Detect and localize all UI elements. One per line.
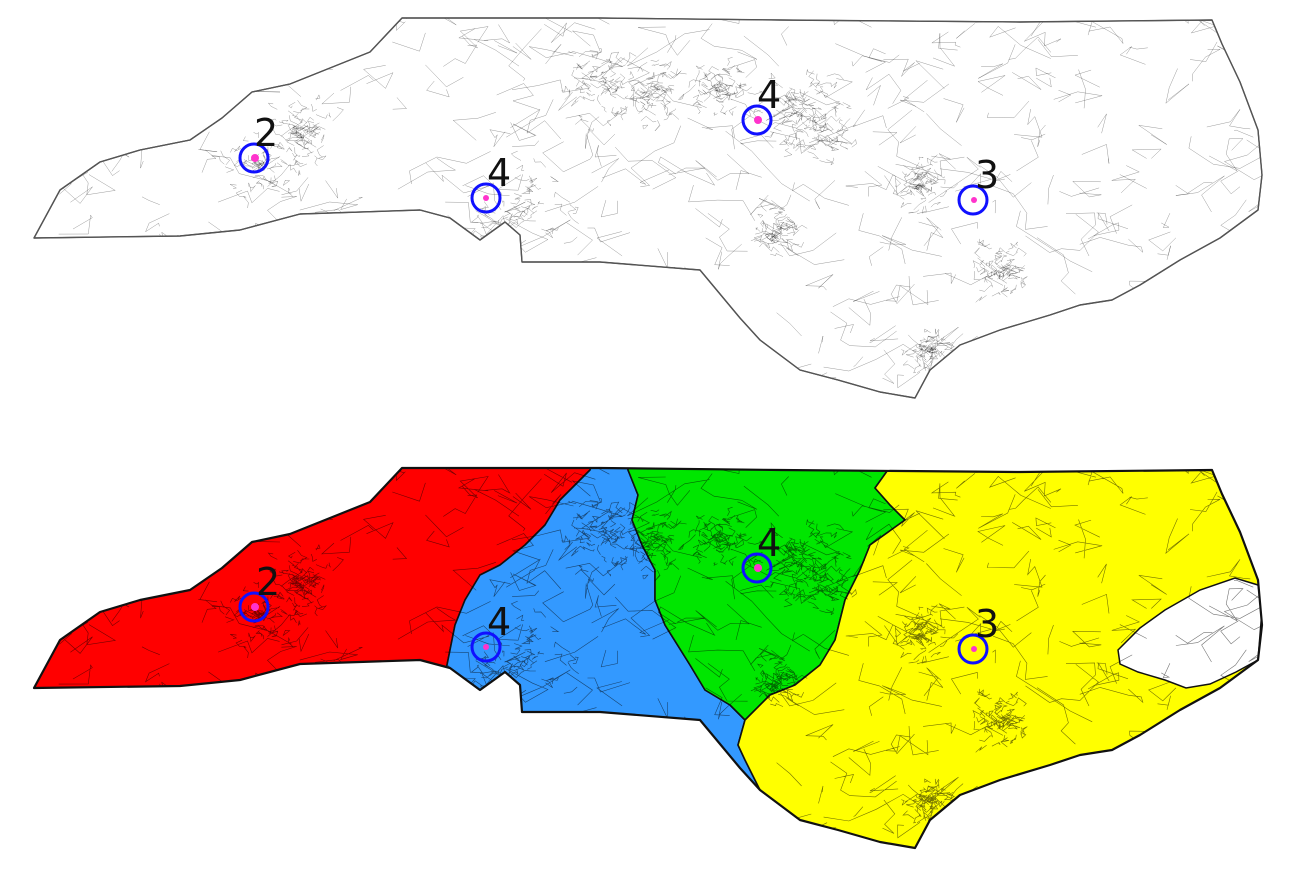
marker-label: 4 [487,151,511,195]
marker-label: 4 [757,521,781,565]
top-map: 2 4 4 3 [33,17,1263,399]
marker-label: 3 [975,153,999,197]
marker-label: 4 [487,600,511,644]
marker-dot [971,646,977,652]
marker-ring [238,142,270,174]
marker-dot [251,603,259,611]
marker-ring [470,182,502,214]
bottom-marker-1: 2 [238,560,280,623]
marker-dot [754,116,762,124]
marker-ring [741,552,773,584]
top-state-outline [33,17,1263,399]
marker-label: 3 [975,602,999,646]
marker-label: 4 [757,73,781,117]
marker-ring [741,104,773,136]
marker-ring [238,591,270,623]
marker-label: 2 [256,560,280,604]
top-marker-1: 2 [238,111,278,174]
marker-ring [470,631,502,663]
top-marker-2: 4 [470,151,511,214]
marker-label: 2 [254,111,278,155]
marker-ring [957,184,989,216]
top-marker-4: 3 [957,153,999,216]
bottom-map: 2 4 4 3 [32,466,1264,850]
bottom-marker-3: 4 [741,521,781,584]
marker-ring [957,633,989,665]
marker-dot [971,197,977,203]
bottom-marker-4: 3 [957,602,999,665]
bottom-marker-2: 4 [470,600,511,663]
top-marker-3: 4 [741,73,781,136]
marker-dot [483,644,489,650]
marker-dot [754,564,762,572]
marker-dot [483,195,489,201]
marker-dot [251,154,259,162]
bottom-regions [34,468,1262,848]
